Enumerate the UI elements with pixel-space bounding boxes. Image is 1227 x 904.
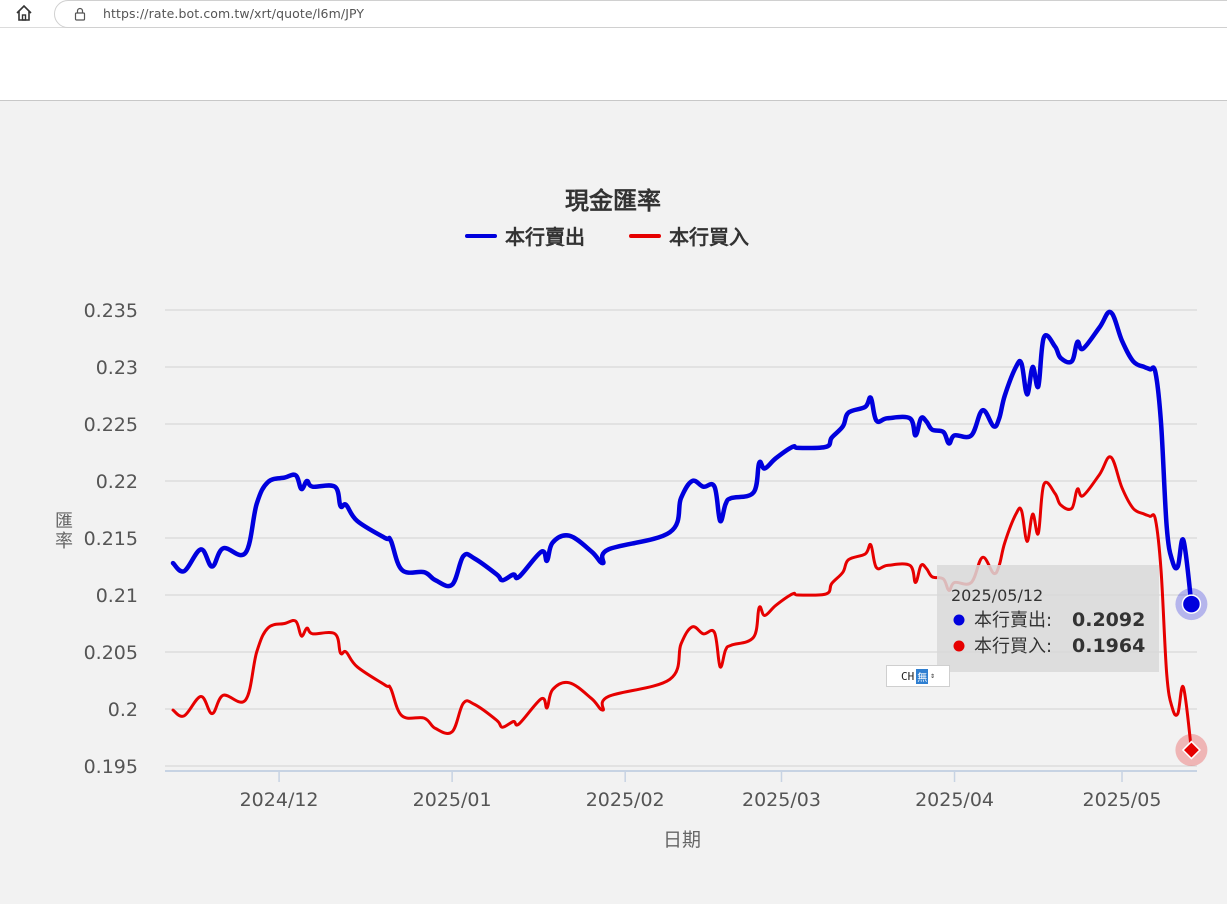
grid-lines <box>165 309 1197 772</box>
legend-item[interactable]: 本行賣出 <box>465 225 585 249</box>
ime-text: CH <box>900 669 915 683</box>
x-tick-label: 2025/05 <box>1083 789 1162 811</box>
legend-item[interactable]: 本行買入 <box>629 225 749 249</box>
x-tick-label: 2025/02 <box>586 789 665 811</box>
tooltip-box <box>937 565 1159 672</box>
sell-marker-point <box>1181 594 1202 614</box>
x-tick-label: 2025/01 <box>413 789 492 811</box>
tooltip-date: 2025/05/12 <box>951 586 1043 605</box>
tooltip-sell-dot <box>953 614 965 626</box>
tooltip-buy-label: 本行買入: <box>974 636 1052 657</box>
legend-label: 本行買入 <box>669 225 749 249</box>
tooltip-buy-value: 0.1964 <box>1072 635 1145 657</box>
y-tick-label: 0.195 <box>84 756 138 778</box>
legend-label: 本行賣出 <box>505 225 585 249</box>
browser-toolbar: https://rate.bot.com.tw/xrt/quote/l6m/JP… <box>0 0 1227 28</box>
y-axis-label: 匯率 <box>55 511 73 552</box>
y-tick-label: 0.2 <box>108 699 138 721</box>
y-tick-label: 0.23 <box>96 357 138 379</box>
series-lines <box>170 309 1194 752</box>
page-header-band <box>0 28 1227 101</box>
y-tick-label: 0.225 <box>84 414 138 436</box>
address-bar[interactable]: https://rate.bot.com.tw/xrt/quote/l6m/JP… <box>54 0 1227 28</box>
y-tick-label: 0.205 <box>84 642 138 664</box>
ime-indicator[interactable]: CH 無 ⇕ <box>886 665 950 687</box>
x-tick-label: 2025/03 <box>742 789 821 811</box>
chart-title: 現金匯率 <box>565 187 661 215</box>
x-axis-label: 日期 <box>663 829 701 851</box>
series-markers <box>1175 588 1208 767</box>
ime-tag: 無 <box>916 668 929 684</box>
buy-marker-point <box>1181 740 1201 760</box>
x-tick-label: 2024/12 <box>240 789 319 811</box>
series-line-buy <box>171 455 1193 752</box>
tooltip: 2025/05/12 本行賣出: 0.2092 本行買入: 0.1964 <box>937 565 1159 672</box>
tooltip-buy-dot <box>953 640 965 652</box>
y-label-char: 匯 <box>55 511 73 532</box>
exchange-rate-chart: 0.195 0.2 0.205 0.21 0.215 0.22 0.225 0.23 0.235… <box>55 187 1208 851</box>
legend[interactable]: 本行賣出 本行買入 <box>465 225 749 249</box>
ime-arrows-icon: ⇕ <box>930 671 936 680</box>
y-tick-label: 0.21 <box>96 585 138 607</box>
x-tick-label: 2025/04 <box>915 789 994 811</box>
tooltip-sell-label: 本行賣出: <box>974 610 1052 631</box>
x-axis: 2024/12 2025/01 2025/02 2025/03 2025/04 2025/… <box>240 771 1162 811</box>
y-axis: 0.195 0.2 0.205 0.21 0.215 0.22 0.225 0.23 0.235 <box>84 300 138 778</box>
y-tick-label: 0.235 <box>84 300 138 322</box>
series-line-sell <box>170 309 1194 607</box>
url-text: https://rate.bot.com.tw/xrt/quote/l6m/JP… <box>103 6 365 21</box>
lock-icon <box>74 7 86 21</box>
home-icon[interactable] <box>12 3 36 23</box>
y-label-char: 率 <box>55 531 73 552</box>
y-tick-label: 0.22 <box>96 471 138 493</box>
y-tick-label: 0.215 <box>84 528 138 550</box>
tooltip-sell-value: 0.2092 <box>1072 609 1145 631</box>
